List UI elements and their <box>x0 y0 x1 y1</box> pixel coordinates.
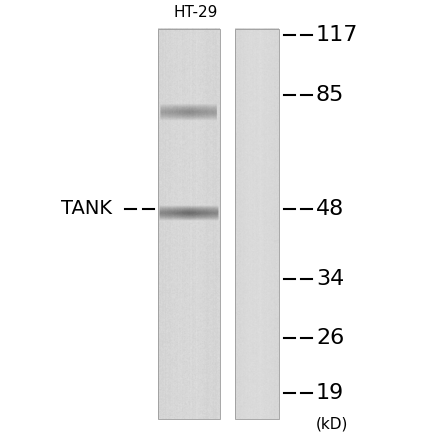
Text: HT-29: HT-29 <box>174 5 218 20</box>
Text: 117: 117 <box>316 25 358 45</box>
Text: 48: 48 <box>316 198 344 219</box>
Text: (kD): (kD) <box>316 417 348 432</box>
Text: 34: 34 <box>316 269 344 289</box>
Bar <box>235 29 279 419</box>
Text: 26: 26 <box>316 328 344 348</box>
Text: TANK: TANK <box>61 199 112 218</box>
Text: 85: 85 <box>316 85 344 105</box>
Bar <box>158 29 220 419</box>
Text: 19: 19 <box>316 383 344 404</box>
